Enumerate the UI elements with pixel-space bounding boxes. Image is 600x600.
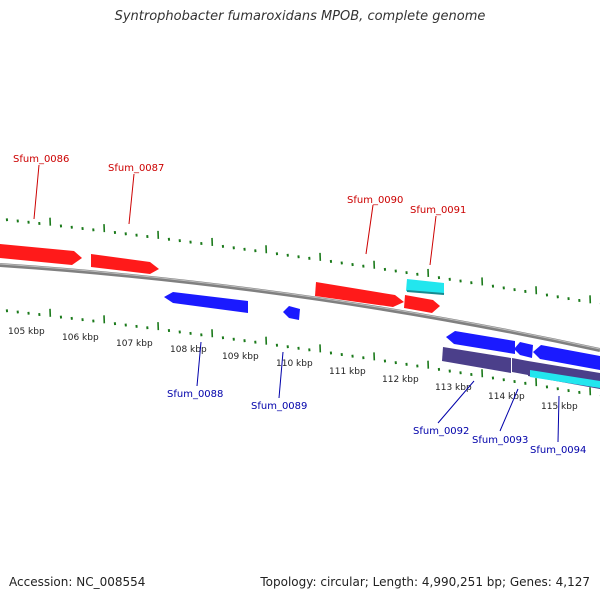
gene-label-sfum-0092[interactable]: Sfum_0092 — [413, 426, 469, 437]
gene-sfum-0092[interactable] — [446, 331, 515, 354]
scale-label: 112 kbp — [382, 375, 419, 385]
scale-label: 105 kbp — [8, 327, 45, 337]
scale-label: 115 kbp — [541, 402, 578, 412]
scale-label: 106 kbp — [62, 333, 99, 343]
leader-line — [196, 341, 202, 387]
gene-sfum-0092-dark[interactable] — [442, 347, 511, 373]
leader-line — [437, 380, 475, 424]
reverse-labels: Sfum_0088 Sfum_0089 Sfum_0092 Sfum_0093 … — [167, 341, 586, 456]
accession-text: Accession: NC_008554 — [9, 575, 146, 589]
gene-label-sfum-0090[interactable]: Sfum_0090 — [347, 195, 403, 206]
gene-sfum-0094-highlight[interactable] — [530, 370, 600, 388]
inner-tick-ring — [5, 308, 600, 397]
map-title: Syntrophobacter fumaroxidans MPOB, compl… — [114, 9, 486, 24]
scale-label: 107 kbp — [116, 339, 153, 349]
gene-label-sfum-0086[interactable]: Sfum_0086 — [13, 154, 69, 165]
gene-label-sfum-0093[interactable]: Sfum_0093 — [472, 435, 528, 446]
gene-label-sfum-0094[interactable]: Sfum_0094 — [530, 445, 586, 456]
genome-backbone-highlight — [0, 263, 600, 350]
scale-label: 109 kbp — [222, 352, 259, 362]
scale-label: 110 kbp — [276, 359, 313, 369]
forward-labels: Sfum_0086 Sfum_0087 Sfum_0090 Sfum_0091 — [13, 154, 466, 266]
gene-label-sfum-0091[interactable]: Sfum_0091 — [410, 205, 466, 216]
gene-sfum-0093-dark[interactable] — [512, 358, 528, 375]
gene-sfum-0094[interactable] — [533, 345, 600, 370]
gene-sfum-0088[interactable] — [164, 292, 248, 313]
scale-label: 108 kbp — [170, 345, 207, 355]
gene-sfum-0086[interactable] — [0, 244, 82, 265]
genome-stats-text: Topology: circular; Length: 4,990,251 bp… — [260, 575, 590, 589]
gene-sfum-0087[interactable] — [91, 254, 159, 274]
leader-line — [429, 215, 437, 266]
leader-line — [365, 204, 374, 255]
scale-label: 111 kbp — [329, 367, 366, 377]
scale-label: 114 kbp — [488, 392, 525, 402]
leader-line — [499, 388, 519, 432]
leader-line — [278, 351, 284, 399]
leader-line — [557, 395, 560, 443]
gene-sfum-0093[interactable] — [514, 342, 533, 358]
gene-sfum-0091-shade — [406, 290, 445, 295]
leader-line — [128, 173, 135, 225]
gene-label-sfum-0087[interactable]: Sfum_0087 — [108, 163, 164, 174]
leader-line — [33, 164, 40, 220]
genome-backbone — [0, 263, 600, 352]
gene-sfum-0089[interactable] — [283, 306, 300, 320]
gene-sfum-0091-highlight[interactable] — [406, 279, 444, 294]
scale-labels: 105 kbp 106 kbp 107 kbp 108 kbp 109 kbp … — [8, 327, 578, 412]
gene-sfum-0090[interactable] — [315, 282, 404, 307]
gene-sfum-0091[interactable] — [404, 295, 440, 313]
gene-label-sfum-0088[interactable]: Sfum_0088 — [167, 389, 223, 400]
scale-label: 113 kbp — [435, 383, 472, 393]
outer-tick-ring — [5, 217, 600, 305]
gene-label-sfum-0089[interactable]: Sfum_0089 — [251, 401, 307, 412]
